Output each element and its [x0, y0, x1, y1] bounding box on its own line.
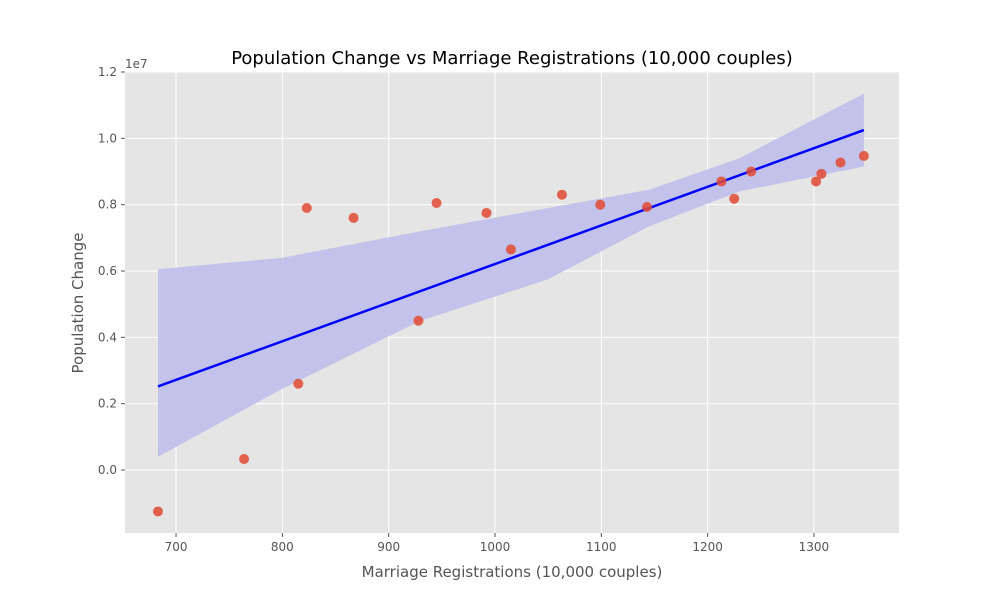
data-point — [152, 506, 163, 517]
data-point — [811, 176, 822, 187]
data-point — [239, 454, 250, 465]
x-tick-label: 1300 — [799, 540, 830, 554]
x-tick-label: 800 — [271, 540, 294, 554]
data-point — [293, 378, 304, 389]
data-point — [595, 199, 606, 210]
data-point — [835, 157, 846, 168]
y-axis-ticks: 0.0 0.2 0.4 0.6 0.8 1.0 1.2 — [98, 65, 125, 477]
data-point — [858, 150, 869, 161]
data-point — [505, 244, 516, 255]
data-point — [729, 193, 740, 204]
data-point — [301, 202, 312, 213]
y-tick-label: 0.4 — [98, 330, 117, 344]
x-tick-label: 700 — [165, 540, 188, 554]
points-layer — [152, 150, 869, 517]
x-tick-label: 900 — [377, 540, 400, 554]
y-tick-label: 0.6 — [98, 264, 117, 278]
y-tick-label: 1.0 — [98, 131, 117, 145]
y-axis-offset-label: 1e7 — [125, 57, 148, 71]
x-tick-label: 1000 — [480, 540, 511, 554]
data-point — [816, 168, 827, 179]
y-tick-label: 0.2 — [98, 397, 117, 411]
data-point — [642, 201, 653, 212]
data-point — [348, 212, 359, 223]
confidence-band — [158, 93, 864, 457]
x-axis-label: Marriage Registrations (10,000 couples) — [362, 563, 663, 581]
regression-line — [157, 128, 865, 388]
x-tick-label: 1200 — [692, 540, 723, 554]
y-axis-label: Population Change — [69, 232, 87, 373]
data-point — [746, 166, 757, 177]
chart-title: Population Change vs Marriage Registrati… — [231, 48, 793, 69]
data-point — [413, 315, 424, 326]
y-tick-label: 1.2 — [98, 65, 117, 79]
data-point — [716, 176, 727, 187]
data-point — [481, 207, 492, 218]
data-point — [431, 198, 442, 209]
x-axis-ticks: 700 800 900 1000 1100 1200 1300 — [165, 533, 830, 554]
data-point — [556, 189, 567, 200]
y-tick-label: 0.8 — [98, 198, 117, 212]
x-tick-label: 1100 — [586, 540, 617, 554]
y-tick-label: 0.0 — [98, 463, 117, 477]
